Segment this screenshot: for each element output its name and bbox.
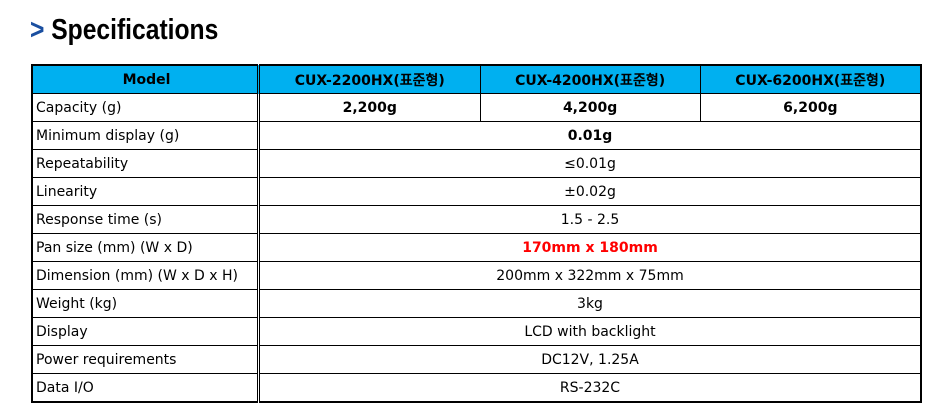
row-label: Capacity (g) bbox=[31, 93, 260, 122]
spec-table: Model CUX-2200HX(표준형) CUX-4200HX(표준형) CU… bbox=[31, 64, 922, 403]
row-label: Repeatability bbox=[31, 149, 260, 178]
row-value: 6,200g bbox=[699, 93, 922, 122]
row-value: LCD with backlight bbox=[258, 317, 922, 346]
row-label: Dimension (mm) (W x D x H) bbox=[31, 261, 260, 290]
row-label: Data I/O bbox=[31, 373, 260, 403]
row-value: ±0.02g bbox=[258, 177, 922, 206]
row-label: Power requirements bbox=[31, 345, 260, 374]
header-model: Model bbox=[31, 64, 260, 94]
row-value: 200mm x 322mm x 75mm bbox=[258, 261, 922, 290]
table-row: Data I/O RS-232C bbox=[31, 373, 922, 403]
row-value: 1.5 - 2.5 bbox=[258, 205, 922, 234]
row-value: RS-232C bbox=[258, 373, 922, 403]
table-row: Linearity ±0.02g bbox=[31, 177, 922, 206]
title-text: Specifications bbox=[51, 14, 219, 46]
row-label: Pan size (mm) (W x D) bbox=[31, 233, 260, 262]
row-label: Linearity bbox=[31, 177, 260, 206]
table-row: Weight (kg) 3kg bbox=[31, 289, 922, 318]
table-row: Display LCD with backlight bbox=[31, 317, 922, 346]
row-value: DC12V, 1.25A bbox=[258, 345, 922, 374]
table-row: Response time (s) 1.5 - 2.5 bbox=[31, 205, 922, 234]
table-row: Minimum display (g) 0.01g bbox=[31, 121, 922, 150]
page-title: > Specifications bbox=[30, 14, 218, 47]
row-value: ≤0.01g bbox=[258, 149, 922, 178]
table-row: Pan size (mm) (W x D) 170mm x 180mm bbox=[31, 233, 922, 262]
table-header-row: Model CUX-2200HX(표준형) CUX-4200HX(표준형) CU… bbox=[31, 64, 922, 94]
row-label: Weight (kg) bbox=[31, 289, 260, 318]
row-value: 3kg bbox=[258, 289, 922, 318]
table-row: Dimension (mm) (W x D x H) 200mm x 322mm … bbox=[31, 261, 922, 290]
header-col: CUX-2200HX(표준형) bbox=[258, 64, 481, 94]
row-value: 2,200g bbox=[258, 93, 481, 122]
header-col: CUX-6200HX(표준형) bbox=[699, 64, 922, 94]
table-row: Repeatability ≤0.01g bbox=[31, 149, 922, 178]
row-value: 170mm x 180mm bbox=[258, 233, 922, 262]
chevron-right-icon: > bbox=[30, 14, 45, 46]
row-label: Display bbox=[31, 317, 260, 346]
row-value: 0.01g bbox=[258, 121, 922, 150]
header-col: CUX-4200HX(표준형) bbox=[479, 64, 701, 94]
row-label: Response time (s) bbox=[31, 205, 260, 234]
row-label: Minimum display (g) bbox=[31, 121, 260, 150]
table-row: Power requirements DC12V, 1.25A bbox=[31, 345, 922, 374]
table-row: Capacity (g) 2,200g 4,200g 6,200g bbox=[31, 93, 922, 122]
row-value: 4,200g bbox=[479, 93, 701, 122]
